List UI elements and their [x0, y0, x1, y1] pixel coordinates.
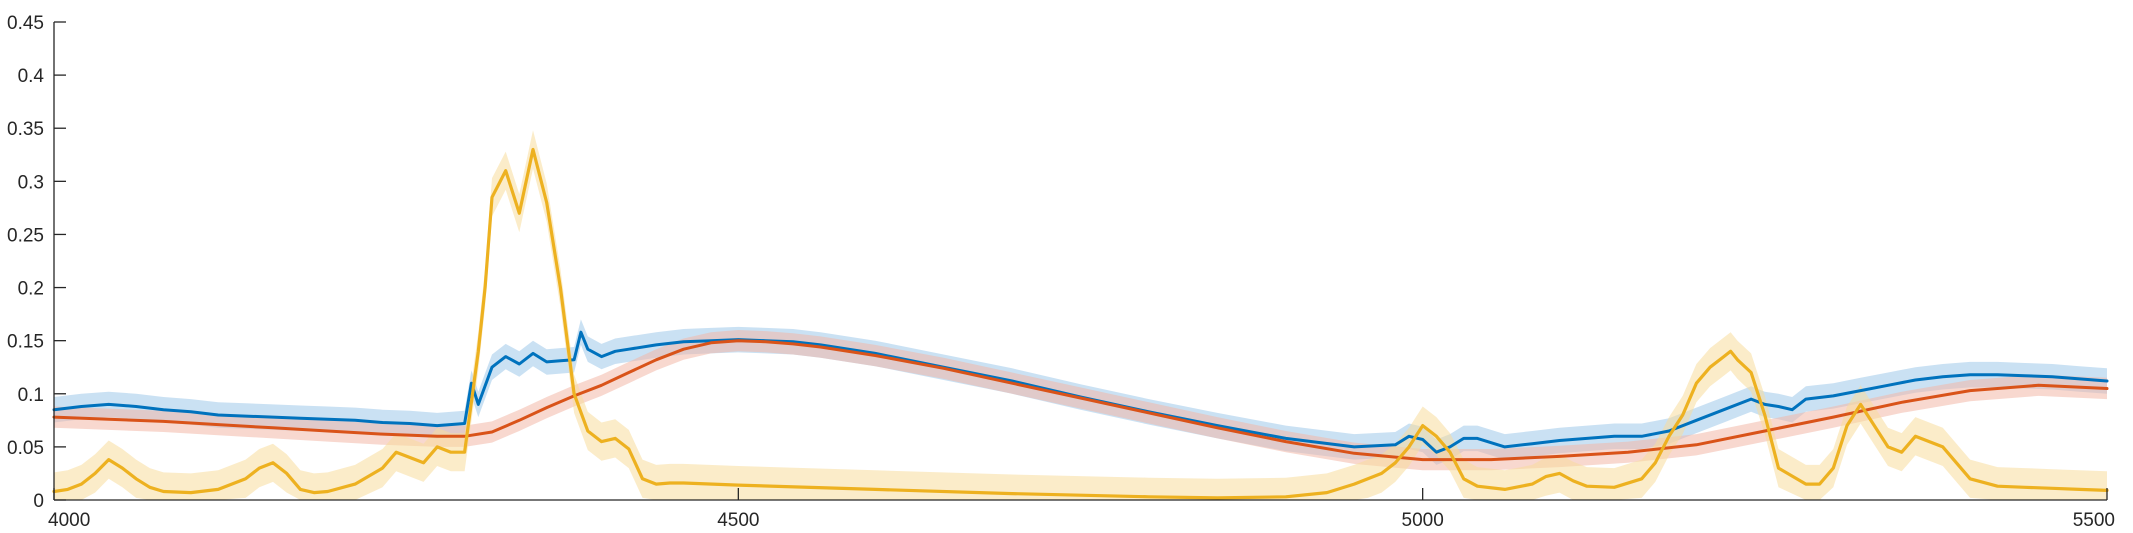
series-3-band: [54, 130, 2107, 501]
y-tick-label: 0.05: [7, 438, 44, 459]
y-tick-label: 0.1: [18, 385, 44, 406]
y-tick-label: 0.15: [7, 332, 44, 353]
series-lines: [52, 147, 2109, 500]
y-tick-label: 0: [33, 491, 44, 512]
y-tick-label: 0.3: [18, 172, 44, 193]
y-tick-label: 0.35: [7, 119, 44, 140]
y-tick-label: 0.45: [7, 13, 44, 34]
y-tick-label: 0.2: [18, 279, 44, 300]
y-tick-label: 0.25: [7, 225, 44, 246]
y-tick-label: 0.4: [18, 66, 45, 87]
series-2-band: [54, 330, 2107, 471]
x-tick-label: 5500: [2073, 510, 2115, 531]
x-tick-label: 4500: [717, 510, 759, 531]
series-3-line: [52, 147, 2109, 500]
confidence-bands: [54, 130, 2107, 501]
axes: 4000 4500 5000 5500 0 0.05 0.1 0.15 0.2 0.25 0.3 0.…: [7, 13, 2115, 531]
x-tick-label: 5000: [1402, 510, 1444, 531]
series-2-line: [52, 339, 2109, 462]
x-tick-label: 4000: [48, 510, 90, 531]
